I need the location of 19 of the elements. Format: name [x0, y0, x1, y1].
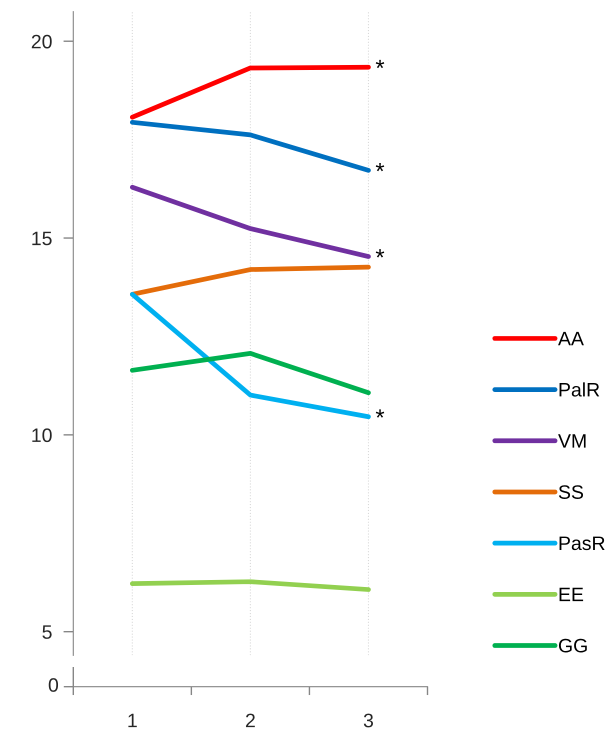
- legend-label: GG: [558, 638, 587, 653]
- x-tick-label: 1: [128, 714, 137, 728]
- annotation: *: [376, 409, 384, 418]
- legend-label: PalR: [560, 382, 600, 397]
- annotation: *: [376, 162, 384, 172]
- x-tick-label: 2: [246, 714, 255, 728]
- legend-label: VM: [558, 434, 586, 448]
- y-tick-label: 20: [32, 34, 52, 48]
- annotation: *: [376, 249, 384, 258]
- y-tick-label: 15: [32, 232, 52, 246]
- legend-label: SS: [558, 485, 584, 499]
- annotation: *: [376, 60, 384, 68]
- text: 0: [48, 678, 58, 692]
- x-tick-label: 3: [364, 714, 374, 728]
- legend-label: AA: [558, 332, 584, 346]
- y-tick-label: 10: [32, 428, 52, 442]
- legend-label: EE: [560, 588, 584, 602]
- legend-label: PasR: [560, 536, 605, 550]
- y-tick-label: 5: [42, 625, 52, 639]
